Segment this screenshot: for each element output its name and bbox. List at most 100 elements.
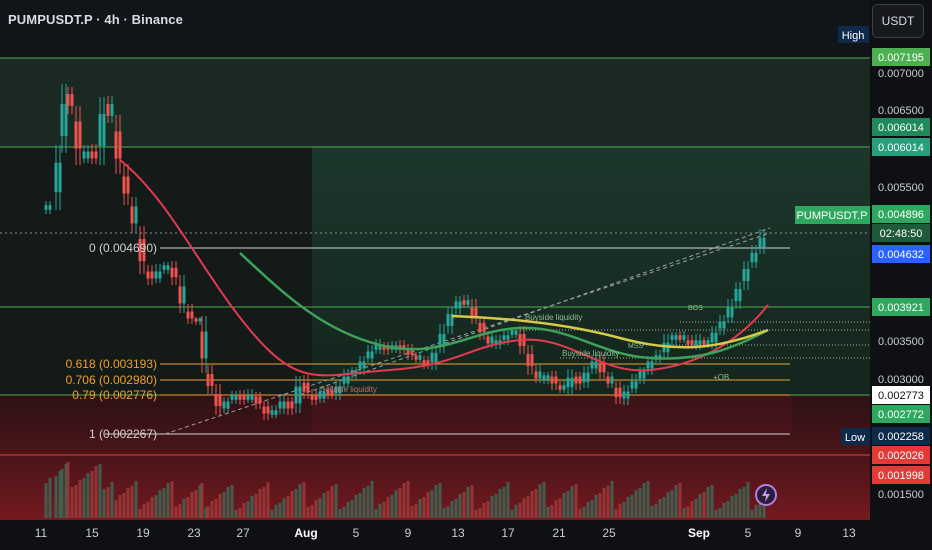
candle-body bbox=[70, 94, 74, 106]
candle-body bbox=[210, 374, 214, 386]
candle-body bbox=[206, 374, 210, 386]
price-axis-label: 0.005500 bbox=[878, 182, 924, 194]
candle-body bbox=[462, 300, 466, 305]
volume-bar bbox=[330, 486, 334, 518]
volume-bar bbox=[290, 491, 294, 518]
volume-bar bbox=[158, 490, 162, 518]
candle-body bbox=[446, 314, 450, 326]
volume-bar bbox=[366, 486, 370, 518]
volume-bar bbox=[726, 501, 730, 518]
price-tag-text: 0.007195 bbox=[878, 52, 924, 64]
price-tags: 0.007195 0.006014 0.006014 0.004896 0.004632… bbox=[872, 48, 930, 484]
candle-body bbox=[302, 382, 306, 393]
price-tag-g3 bbox=[872, 298, 930, 316]
time-axis-label: 11 bbox=[35, 526, 48, 540]
volume-bar bbox=[254, 494, 258, 518]
upper-green-zone bbox=[0, 58, 870, 147]
candle-body bbox=[602, 362, 606, 373]
price-axis-label: 0.007000 bbox=[878, 68, 924, 80]
price-tag-text: 0.002026 bbox=[878, 450, 924, 462]
time-axis-label: 21 bbox=[552, 526, 566, 540]
high-tag-label: High bbox=[842, 30, 865, 42]
candle-body bbox=[686, 340, 690, 345]
candle-body bbox=[486, 336, 490, 344]
volume-bar bbox=[78, 480, 82, 518]
volume-bar bbox=[154, 495, 158, 518]
candle-body bbox=[642, 371, 646, 379]
volume-bar bbox=[262, 487, 266, 518]
volume-bar bbox=[258, 489, 262, 518]
candle-body bbox=[746, 269, 750, 281]
volume-bar bbox=[138, 509, 142, 518]
volume-bar bbox=[374, 509, 378, 518]
candle-body bbox=[262, 406, 266, 414]
candle-body bbox=[200, 331, 204, 359]
volume-bar bbox=[674, 485, 678, 518]
candle-body bbox=[86, 151, 90, 159]
candle-body bbox=[126, 176, 130, 194]
countdown-tag bbox=[872, 224, 930, 242]
candle-body bbox=[186, 311, 190, 319]
volume-bar bbox=[58, 471, 62, 518]
price-tag-g1 bbox=[872, 118, 930, 136]
candle-body bbox=[44, 205, 48, 210]
volume-bar bbox=[326, 491, 330, 518]
candle-body bbox=[54, 162, 58, 193]
volume-bar bbox=[498, 489, 502, 518]
volume-bar bbox=[666, 492, 670, 518]
volume-bar bbox=[206, 506, 210, 518]
candle-body bbox=[146, 271, 150, 279]
candle-body bbox=[242, 395, 246, 400]
volume-bar bbox=[386, 497, 390, 518]
volume-bar bbox=[74, 485, 78, 518]
candle-body bbox=[562, 385, 566, 390]
candle-body bbox=[550, 376, 554, 384]
price-tag-g2 bbox=[872, 138, 930, 156]
candle-body bbox=[82, 151, 86, 159]
volume-bar bbox=[298, 484, 302, 518]
volume-bar bbox=[322, 493, 326, 518]
candle-body bbox=[710, 332, 714, 343]
candle-body bbox=[358, 361, 362, 369]
lightning-icon[interactable] bbox=[755, 484, 777, 506]
currency-unit-button[interactable]: USDT bbox=[872, 4, 924, 38]
price-axis-label: 0.003000 bbox=[878, 374, 924, 386]
candle-body bbox=[362, 361, 366, 369]
time-axis-label: Sep bbox=[688, 526, 710, 540]
volume-bar bbox=[274, 505, 278, 518]
candle-body bbox=[638, 371, 642, 379]
candle-body bbox=[122, 176, 126, 194]
time-axis-label: 27 bbox=[236, 526, 250, 540]
price-tag-text: 0.001998 bbox=[878, 470, 924, 482]
volume-bar bbox=[318, 498, 322, 518]
volume-bar bbox=[114, 500, 118, 518]
volume-bar bbox=[414, 504, 418, 518]
volume-bar bbox=[434, 485, 438, 518]
volume-bar bbox=[710, 485, 714, 518]
volume-bar bbox=[64, 464, 68, 518]
volume-bar bbox=[362, 488, 366, 518]
volume-bar bbox=[246, 501, 250, 518]
candle-body bbox=[138, 239, 142, 261]
volume-bar bbox=[482, 503, 486, 518]
volume-bar bbox=[102, 489, 106, 518]
fib-trend-diagonal bbox=[164, 232, 771, 435]
volume-bar bbox=[598, 493, 602, 518]
low-tag bbox=[841, 428, 870, 445]
volume-bar bbox=[510, 510, 514, 518]
volume-bar bbox=[186, 497, 190, 518]
price-tag-text: 0.004632 bbox=[878, 249, 924, 261]
volume-bar bbox=[442, 508, 446, 518]
price-tag-last bbox=[872, 205, 930, 223]
top-area bbox=[0, 0, 870, 58]
candle-body bbox=[506, 335, 510, 340]
volume-bar bbox=[286, 496, 290, 518]
candle-body bbox=[758, 237, 762, 248]
candle-body bbox=[274, 410, 278, 415]
volume-bar bbox=[722, 503, 726, 518]
volume-bar bbox=[590, 500, 594, 518]
green-zone bbox=[312, 147, 870, 395]
volume-bar bbox=[178, 504, 182, 518]
